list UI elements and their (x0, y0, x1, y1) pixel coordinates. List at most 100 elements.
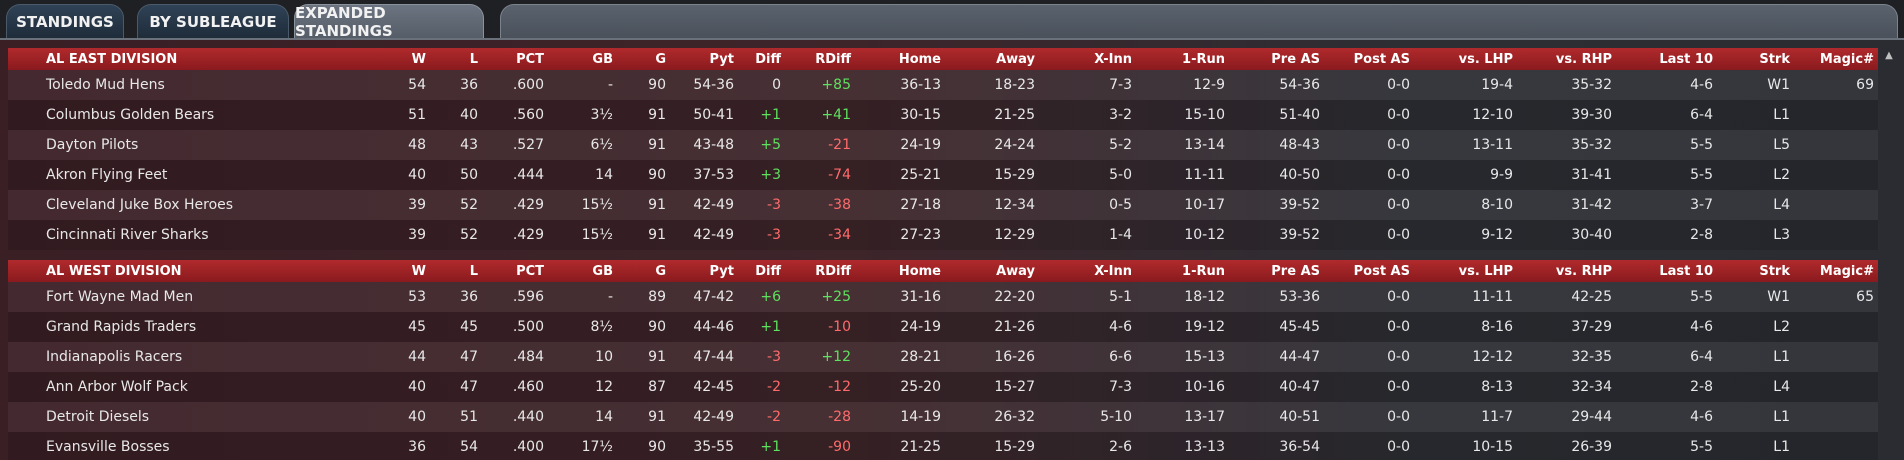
vertical-scrollbar[interactable]: ▲ (1882, 48, 1896, 458)
cell-w: 51 (408, 107, 426, 123)
cell-onerun: 11-11 (1184, 167, 1225, 183)
cell-postas: 0-0 (1387, 77, 1410, 93)
cell-gb: 14 (595, 167, 613, 183)
team-row[interactable]: Cleveland Juke Box Heroes 39 52 .429 15½ 91 42… (8, 190, 1878, 220)
column-header-diff[interactable]: Diff (755, 263, 781, 279)
cell-postas: 0-0 (1387, 319, 1410, 335)
column-header-home[interactable]: Home (898, 51, 941, 67)
column-header-pct[interactable]: PCT (516, 51, 544, 67)
column-header-strk[interactable]: Strk (1759, 263, 1790, 279)
column-header-vs-rhp[interactable]: vs. RHP (1555, 263, 1612, 279)
column-header-home[interactable]: Home (898, 263, 941, 279)
cell-g: 91 (648, 137, 666, 153)
column-header-pre-as[interactable]: Pre AS (1271, 263, 1320, 279)
team-row[interactable]: Fort Wayne Mad Men 53 36 .596 - 89 47-42 +6 +25 3… (8, 282, 1878, 312)
tab-by-subleague[interactable]: BY SUBLEAGUE (137, 4, 289, 38)
cell-onerun: 10-12 (1184, 227, 1225, 243)
tab-expanded-standings[interactable]: EXPANDED STANDINGS (294, 4, 484, 40)
cell-home: 14-19 (900, 409, 941, 425)
column-header-post-as[interactable]: Post AS (1353, 263, 1410, 279)
team-name-link[interactable]: Dayton Pilots (46, 137, 139, 153)
team-name-link[interactable]: Grand Rapids Traders (46, 319, 197, 335)
column-header-w[interactable]: W (411, 51, 426, 67)
team-name-link[interactable]: Cleveland Juke Box Heroes (46, 197, 234, 213)
team-name-link[interactable]: Toledo Mud Hens (46, 77, 165, 93)
column-header-last-10[interactable]: Last 10 (1659, 51, 1713, 67)
cell-strk: L4 (1773, 379, 1790, 395)
team-row[interactable]: Grand Rapids Traders 45 45 .500 8½ 90 44-46 +1 -… (8, 312, 1878, 342)
team-name-link[interactable]: Akron Flying Feet (46, 167, 168, 183)
chevron-up-icon[interactable]: ▲ (1885, 49, 1893, 61)
column-header-rdiff[interactable]: RDiff (815, 51, 851, 67)
cell-preas: 44-47 (1279, 349, 1320, 365)
team-name-link[interactable]: Ann Arbor Wolf Pack (46, 379, 188, 395)
cell-l: 36 (460, 289, 478, 305)
team-row[interactable]: Ann Arbor Wolf Pack 40 47 .460 12 87 42-45 -2 -1… (8, 372, 1878, 402)
cell-onerun: 12-9 (1193, 77, 1225, 93)
cell-vsrhp: 31-41 (1571, 167, 1612, 183)
column-header-magic[interactable]: Magic# (1819, 51, 1874, 67)
team-row[interactable]: Akron Flying Feet 40 50 .444 14 90 37-53 +3 -74 2… (8, 160, 1878, 190)
tab-standings[interactable]: STANDINGS (6, 4, 124, 38)
cell-xinn: 5-1 (1109, 289, 1132, 305)
column-header-pyt[interactable]: Pyt (709, 263, 734, 279)
cell-onerun: 13-13 (1184, 439, 1225, 455)
cell-pyt: 37-53 (693, 167, 734, 183)
cell-vsrhp: 35-32 (1571, 137, 1612, 153)
cell-last10: 6-4 (1690, 107, 1713, 123)
cell-vsrhp: 35-32 (1571, 77, 1612, 93)
cell-xinn: 7-3 (1109, 77, 1132, 93)
team-name-link[interactable]: Cincinnati River Sharks (46, 227, 209, 243)
team-row[interactable]: Cincinnati River Sharks 39 52 .429 15½ 91 42-4… (8, 220, 1878, 250)
column-header-away[interactable]: Away (996, 263, 1035, 279)
cell-w: 44 (408, 349, 426, 365)
column-header-magic[interactable]: Magic# (1819, 263, 1874, 279)
column-header-vs-lhp[interactable]: vs. LHP (1458, 51, 1513, 67)
column-header-w[interactable]: W (411, 263, 426, 279)
column-header-gb[interactable]: GB (592, 51, 613, 67)
division-spacer (8, 250, 1878, 260)
team-row[interactable]: Evansville Bosses 36 54 .400 17½ 90 35-55 +1 -90… (8, 432, 1878, 460)
cell-vsrhp: 32-34 (1571, 379, 1612, 395)
column-header-pyt[interactable]: Pyt (709, 51, 734, 67)
cell-vslhp: 8-10 (1481, 197, 1513, 213)
column-header-away[interactable]: Away (996, 51, 1035, 67)
column-header-l[interactable]: L (469, 51, 478, 67)
team-row[interactable]: Indianapolis Racers 44 47 .484 10 91 47-44 -3 +1… (8, 342, 1878, 372)
team-row[interactable]: Columbus Golden Bears 51 40 .560 3½ 91 50-41 +1… (8, 100, 1878, 130)
cell-pct: .596 (512, 289, 544, 305)
column-header-1-run[interactable]: 1-Run (1182, 51, 1225, 67)
column-header-vs-rhp[interactable]: vs. RHP (1555, 51, 1612, 67)
column-header-diff[interactable]: Diff (755, 51, 781, 67)
column-header-1-run[interactable]: 1-Run (1182, 263, 1225, 279)
column-header-pre-as[interactable]: Pre AS (1271, 51, 1320, 67)
column-header-x-inn[interactable]: X-Inn (1094, 263, 1132, 279)
column-header-gb[interactable]: GB (592, 263, 613, 279)
cell-g: 90 (648, 439, 666, 455)
column-header-last-10[interactable]: Last 10 (1659, 263, 1713, 279)
column-header-strk[interactable]: Strk (1759, 51, 1790, 67)
team-name-link[interactable]: Indianapolis Racers (46, 349, 183, 365)
team-row[interactable]: Toledo Mud Hens 54 36 .600 - 90 54-36 0 +85 36-13… (8, 70, 1878, 100)
cell-last10: 4-6 (1690, 77, 1713, 93)
column-header-g[interactable]: G (655, 263, 666, 279)
cell-diff: +1 (760, 439, 781, 455)
column-header-rdiff[interactable]: RDiff (815, 263, 851, 279)
column-header-pct[interactable]: PCT (516, 263, 544, 279)
cell-pct: .484 (512, 349, 544, 365)
cell-postas: 0-0 (1387, 289, 1410, 305)
team-name-link[interactable]: Columbus Golden Bears (46, 107, 215, 123)
team-row[interactable]: Dayton Pilots 48 43 .527 6½ 91 43-48 +5 -21 24-19… (8, 130, 1878, 160)
cell-w: 39 (408, 227, 426, 243)
team-row[interactable]: Detroit Diesels 40 51 .440 14 91 42-49 -2 -28 14-… (8, 402, 1878, 432)
column-header-vs-lhp[interactable]: vs. LHP (1458, 263, 1513, 279)
team-name-link[interactable]: Fort Wayne Mad Men (46, 289, 194, 305)
column-header-l[interactable]: L (469, 263, 478, 279)
column-header-x-inn[interactable]: X-Inn (1094, 51, 1132, 67)
column-header-post-as[interactable]: Post AS (1353, 51, 1410, 67)
cell-gb: 6½ (590, 137, 613, 153)
cell-vslhp: 9-9 (1490, 167, 1513, 183)
team-name-link[interactable]: Detroit Diesels (46, 409, 150, 425)
team-name-link[interactable]: Evansville Bosses (46, 439, 170, 455)
column-header-g[interactable]: G (655, 51, 666, 67)
